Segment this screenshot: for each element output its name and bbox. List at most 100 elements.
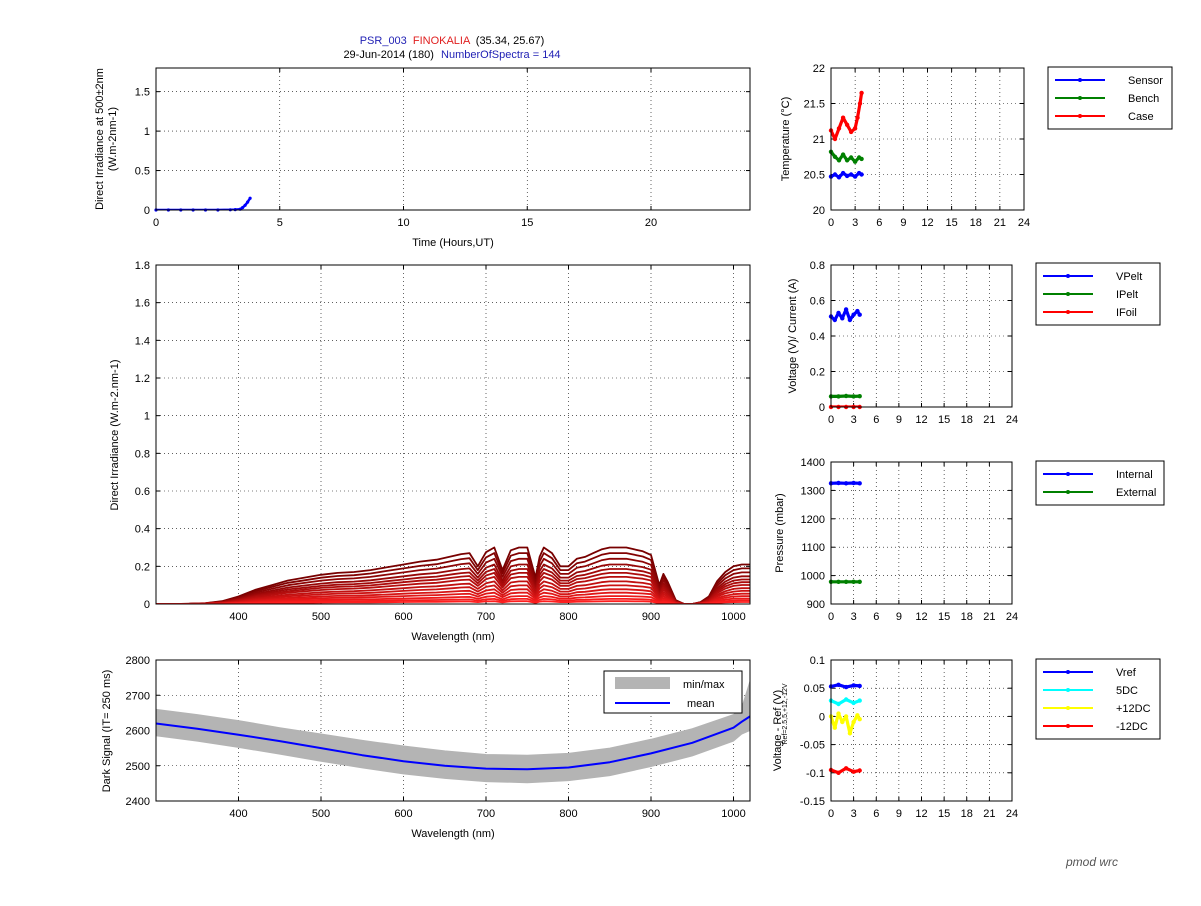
y-tick-label: 900 [807,599,825,611]
y-tick-label: 20.5 [804,170,825,182]
legend-marker [1066,670,1070,674]
y-tick-label: 0.8 [135,448,150,460]
series-point-12dc [844,766,848,770]
series-point-vpelt [848,318,852,322]
x-tick-label: 24 [1006,611,1018,623]
series-point-12dc [858,768,862,772]
x-tick-label: 9 [900,217,906,229]
x-tick-label: 21 [994,217,1006,229]
legend-label-external: External [1116,487,1156,499]
y-tick-label: 0.2 [810,367,825,379]
series-point-12dc [836,771,840,775]
series-point-bench [841,152,845,156]
y-tick-label: 0 [144,599,150,611]
legend-label-bench: Bench [1128,93,1159,105]
x-tick-label: 18 [961,414,973,426]
x-tick-label: 0 [828,217,834,229]
y-tick-label: -0.15 [800,796,825,808]
series-point-12dc [833,726,837,730]
x-tick-label: 400 [229,808,247,820]
x-tick-label: 0 [153,217,159,229]
y-tick-label: 20 [813,205,825,217]
x-tick-label: 12 [915,808,927,820]
y-tick-label: 0.05 [804,683,825,695]
series-point-external [851,580,855,584]
x-tick-label: 12 [915,611,927,623]
x-tick-label: 500 [312,808,330,820]
x-tick-label: 18 [961,611,973,623]
series-point-sensor [859,172,863,176]
series-point-vpelt [833,318,837,322]
series-point-vpelt [851,313,855,317]
figure-subtitle: 29-Jun-2014 (180) NumberOfSpectra = 144 [343,49,560,61]
irradiance-timeseries-point [249,197,252,200]
series-point-ipelt [858,394,862,398]
x-tick-label: 9 [896,611,902,623]
figure-title: PSR_003 FINOKALIA (35.34, 25.67) [360,35,545,47]
voltages-plot-area [831,660,1012,801]
y-tick-label: 0.4 [135,524,150,536]
series-point-12dc [851,720,855,724]
legend-marker [1066,292,1070,296]
legend-marker [1078,114,1082,118]
legend-label-12dc: +12DC [1116,703,1151,715]
x-tick-label: 12 [915,414,927,426]
x-tick-label: 1000 [721,808,745,820]
series-point-vref [851,683,855,687]
y-tick-label: 2600 [126,726,150,738]
series-point-12dc [848,731,852,735]
spectra-y-axis-label-line: Direct Irradiance (W.m-2.nm-1) [109,360,121,511]
series-point-bench [833,155,837,159]
date-label: 29-Jun-2014 (180) [343,49,434,61]
x-tick-label: 24 [1006,414,1018,426]
legend-marker [1066,688,1070,692]
y-tick-label: 1200 [801,514,825,526]
legend-marker [1066,724,1070,728]
y-tick-label: 0.6 [810,296,825,308]
legend-marker [1066,310,1070,314]
x-tick-label: 21 [983,808,995,820]
y-tick-label: -0.05 [800,740,825,752]
y-tick-label: 0 [144,205,150,217]
x-tick-label: 6 [873,808,879,820]
y-tick-label: 21.5 [804,99,825,111]
y-tick-label: 1 [144,411,150,423]
y-tick-label: 1400 [801,457,825,469]
y-tick-label: 1000 [801,571,825,583]
series-point-case [845,123,849,127]
irradiance-timeseries-point [244,204,247,207]
dark-x-axis-label: Wavelength (nm) [411,828,494,840]
series-point-bench [837,158,841,162]
legend-label-5dc: 5DC [1116,685,1138,697]
x-tick-label: 15 [938,414,950,426]
x-tick-label: 15 [938,808,950,820]
x-tick-label: 3 [851,414,857,426]
legend-marker [1066,706,1070,710]
y-tick-label: 1 [144,126,150,138]
legend-label-internal: Internal [1116,469,1153,481]
y-tick-label: 1300 [801,485,825,497]
y-tick-label: 0.8 [810,260,825,272]
x-tick-label: 0 [828,611,834,623]
y-tick-label: 0.6 [135,486,150,498]
series-point-5dc [844,697,848,701]
y-tick-label: 0.2 [135,561,150,573]
legend-label-mean: mean [687,698,715,710]
dark-y-axis-label-line: Dark Signal (IT= 250 ms) [101,670,113,793]
timeseries-x-axis-label: Time (Hours,UT) [412,237,493,249]
y-tick-label: 1.2 [135,373,150,385]
y-tick-label: 1.4 [135,335,150,347]
x-tick-label: 10 [397,217,409,229]
x-tick-label: 6 [873,414,879,426]
irradiance-timeseries-point [246,201,249,204]
x-tick-label: 600 [394,808,412,820]
series-point-bench [849,155,853,159]
x-tick-label: 24 [1006,808,1018,820]
x-tick-label: 900 [642,808,660,820]
